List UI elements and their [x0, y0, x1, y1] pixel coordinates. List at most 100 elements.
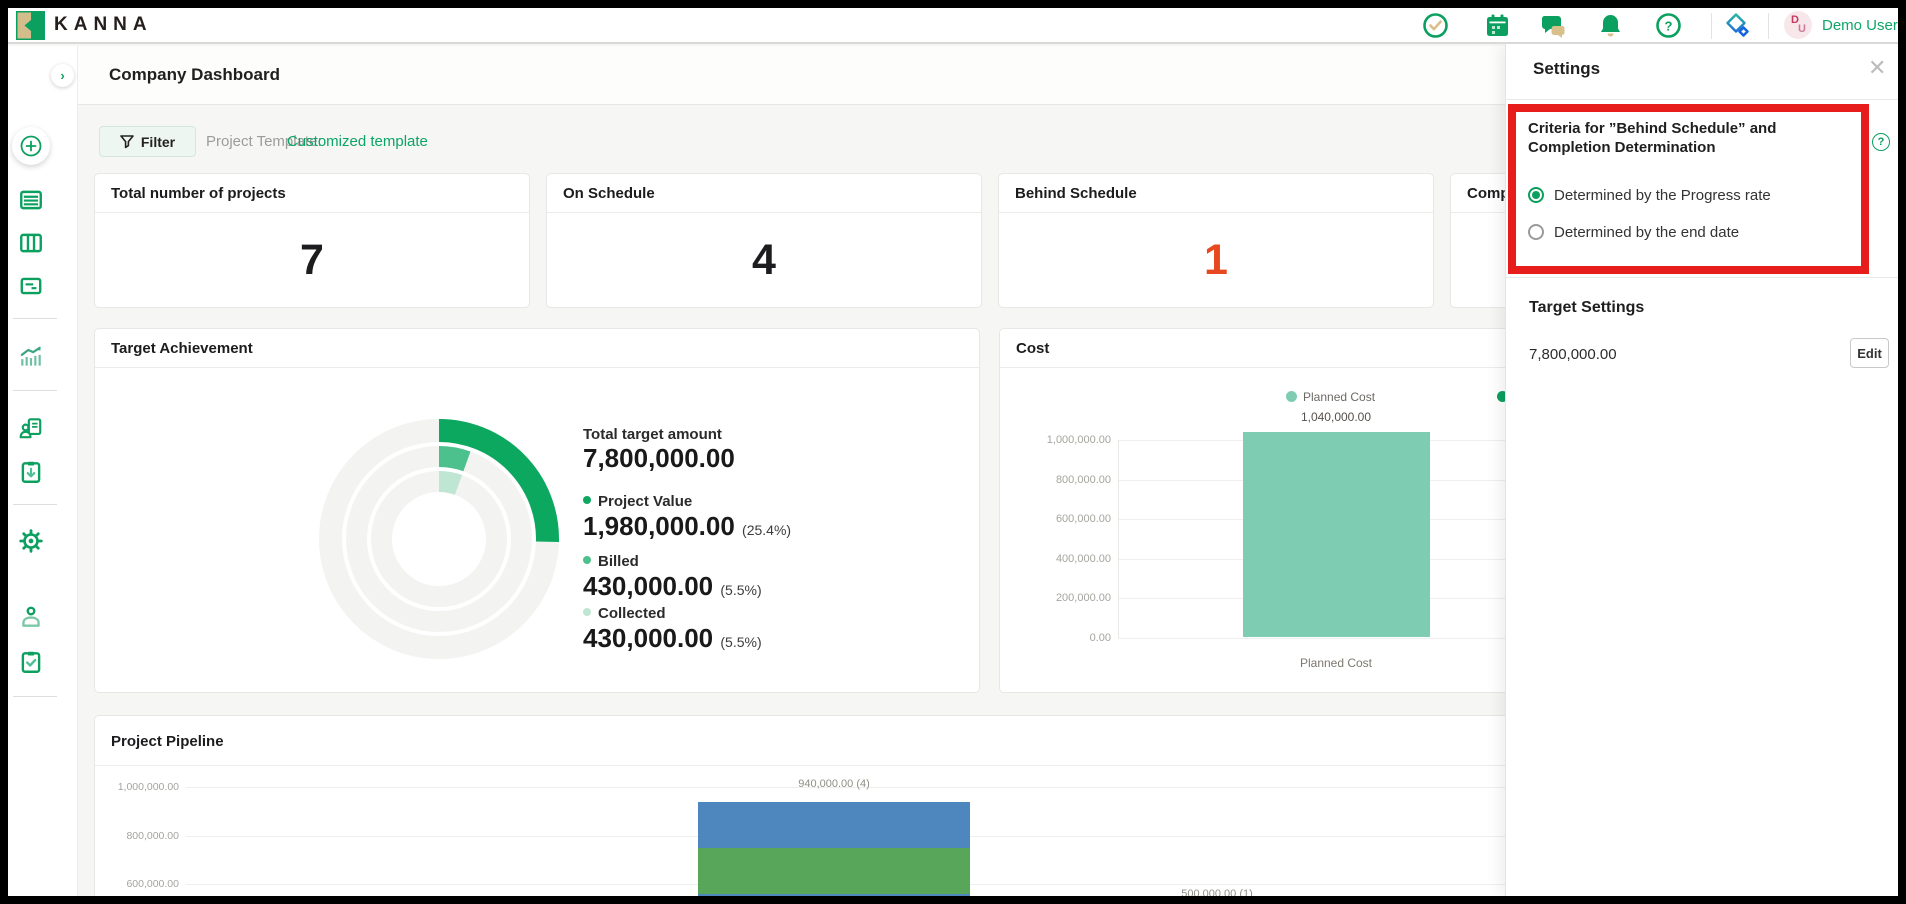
filter-button[interactable]: Filter	[99, 126, 196, 157]
cost-ytick: 1,000,000.00	[1046, 434, 1111, 446]
total-target-value: 7,800,000.00	[583, 443, 735, 473]
donut-ring-project-value	[319, 419, 559, 659]
svg-text:?: ?	[1665, 19, 1673, 34]
card-view-icon	[20, 277, 42, 295]
cost-legend-label-planned: Planned Cost	[1303, 390, 1376, 404]
pipeline-bar-segment-0	[698, 801, 970, 848]
check-circle-icon[interactable]	[1422, 12, 1449, 39]
ai-diamond-icon[interactable]	[1724, 12, 1751, 39]
brand-name: KANNA	[54, 14, 153, 35]
sidebar-item-user[interactable]	[18, 604, 44, 630]
stat-card-behind-schedule: Behind Schedule 1	[998, 173, 1434, 308]
notifications-bell-icon[interactable]	[1597, 12, 1624, 39]
sidebar-divider	[13, 318, 57, 319]
target-settings-value: 7,800,000.00	[1529, 346, 1617, 363]
edit-button[interactable]: Edit	[1850, 338, 1889, 368]
board-view-icon	[20, 233, 42, 253]
billed-dot	[583, 556, 591, 564]
radio-end-date[interactable]: Determined by the end date	[1528, 224, 1828, 242]
collected-row-value: 430,000.00 (5.5%)	[583, 623, 762, 653]
sidebar-expand-button[interactable]: ›	[51, 64, 74, 87]
billed-row-value: 430,000.00 (5.5%)	[583, 571, 762, 601]
clipboard-check-icon	[21, 651, 41, 673]
stat-card-label: On Schedule	[563, 185, 655, 202]
close-icon[interactable]: ✕	[1868, 55, 1887, 80]
target-achievement-donut-chart	[319, 419, 559, 659]
sidebar-item-card-view[interactable]	[18, 273, 44, 299]
stat-card-on-schedule: On Schedule 4	[546, 173, 982, 308]
avatar[interactable]: D U	[1784, 11, 1812, 39]
project-value-dot	[583, 496, 591, 504]
topbar: KANNA ?	[8, 8, 1898, 44]
collected-row-label: Collected	[583, 605, 666, 622]
cost-legend-dot-second	[1497, 391, 1508, 402]
help-circle-icon[interactable]: ?	[1655, 12, 1682, 39]
pipeline-ytick: 600,000.00	[126, 878, 179, 890]
card-title: Cost	[1016, 340, 1050, 357]
donut-ring-collected	[371, 471, 507, 607]
cost-ytick: 400,000.00	[1055, 552, 1111, 565]
sidebar-item-member-directory[interactable]	[18, 415, 44, 441]
gear-icon	[19, 529, 43, 553]
card-title: Project Pipeline	[111, 733, 224, 750]
radio-label[interactable]: Determined by the Progress rate	[1554, 187, 1771, 204]
sidebar-item-analytics[interactable]	[18, 344, 44, 370]
billed-pct: (5.5%)	[720, 582, 762, 598]
kanna-logo-icon[interactable]	[16, 11, 45, 40]
target-settings-heading: Target Settings	[1529, 299, 1645, 316]
cost-legend-dot-planned	[1286, 391, 1297, 402]
radio-progress-rate[interactable]: Determined by the Progress rate	[1528, 187, 1828, 205]
page-title: Company Dashboard	[109, 65, 280, 84]
calendar-icon[interactable]	[1484, 12, 1511, 39]
chat-icon[interactable]	[1540, 12, 1567, 39]
project-value-pct: (25.4%)	[742, 522, 792, 538]
cost-ytick: 800,000.00	[1055, 473, 1111, 486]
project-value-row-label: Project Value	[583, 493, 692, 510]
criteria-heading: Criteria for ”Behind Schedule” and Compl…	[1528, 120, 1777, 156]
sidebar-item-import-clipboard[interactable]	[18, 459, 44, 485]
stat-card-total-projects: Total number of projects 7	[94, 173, 530, 308]
add-button[interactable]	[12, 127, 50, 165]
radio-selected-icon[interactable]	[1528, 187, 1544, 203]
cost-ytick: 0.00	[1089, 631, 1111, 644]
panel-divider	[1506, 277, 1898, 278]
cost-bar-planned	[1243, 432, 1430, 638]
sidebar-item-board-view[interactable]	[18, 230, 44, 256]
app-screen: KANNA ?	[8, 8, 1898, 896]
user-name-link[interactable]: Demo User	[1822, 17, 1898, 34]
topbar-separator	[1711, 13, 1712, 39]
stat-card-value: 4	[752, 236, 776, 284]
list-view-icon	[20, 190, 42, 210]
settings-panel-title: Settings	[1533, 59, 1601, 78]
sidebar	[8, 46, 78, 896]
radio-label[interactable]: Determined by the end date	[1554, 224, 1740, 241]
cost-x-axis-label: Planned Cost	[1299, 656, 1373, 670]
stat-card-label: Behind Schedule	[1015, 185, 1137, 202]
collected-dot	[583, 608, 591, 616]
pipeline-bar-label-1: 940,000.00 (4)	[798, 778, 870, 790]
stat-card-value: 1	[1204, 236, 1228, 284]
clipboard-download-icon	[21, 461, 41, 483]
plus-circle-icon	[20, 135, 42, 157]
criteria-help-icon[interactable]: ?	[1872, 133, 1890, 151]
collected-pct: (5.5%)	[720, 634, 762, 650]
pipeline-bar-segment-2	[698, 893, 970, 896]
sidebar-divider	[13, 696, 57, 697]
sidebar-item-list-view[interactable]	[18, 187, 44, 213]
avatar-initial-bottom: U	[1798, 23, 1806, 35]
avatar-initial-top: D	[1791, 14, 1799, 26]
user-icon	[22, 606, 40, 627]
total-target-label: Total target amount	[583, 426, 722, 443]
pipeline-bar-segment-1	[698, 847, 970, 894]
member-directory-icon	[19, 418, 42, 439]
radio-unselected-icon[interactable]	[1528, 224, 1544, 240]
sidebar-item-settings[interactable]	[18, 528, 44, 554]
project-template-value-link[interactable]: Customized template	[287, 133, 428, 150]
project-value-row-value: 1,980,000.00 (25.4%)	[583, 511, 792, 541]
sidebar-item-approvals[interactable]	[18, 649, 44, 675]
funnel-icon	[120, 134, 134, 148]
analytics-chart-icon	[20, 346, 41, 366]
pipeline-bar-label-2: 500,000.00 (1)	[1181, 888, 1253, 896]
topbar-separator	[1768, 13, 1769, 39]
sidebar-divider	[13, 504, 57, 505]
